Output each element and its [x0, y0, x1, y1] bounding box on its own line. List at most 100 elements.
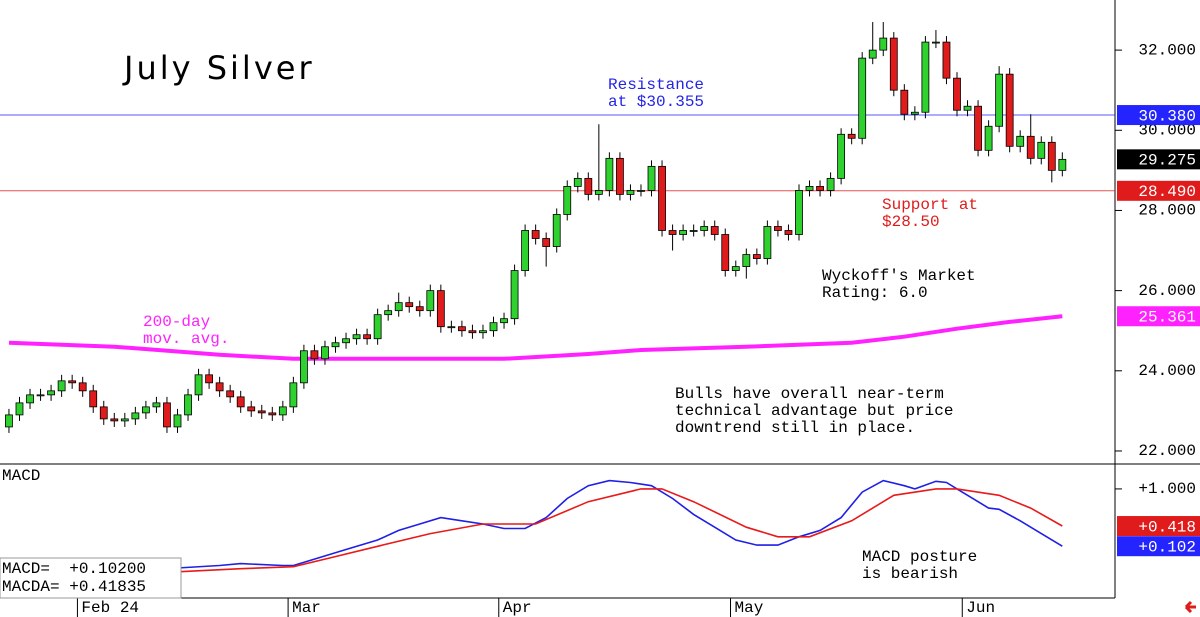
candle-body — [500, 318, 508, 324]
candle-body — [120, 418, 129, 422]
candle-body — [573, 177, 582, 187]
chart-title: July Silver — [122, 49, 315, 87]
candle-body — [805, 186, 814, 191]
candle-body — [426, 290, 435, 312]
value-marker-label: 28.490 — [1138, 183, 1196, 201]
candle-body — [816, 186, 824, 191]
candle-body — [942, 41, 951, 79]
macd-note: MACD posture — [862, 548, 977, 566]
readout: MACD= +0.10200 — [2, 560, 146, 578]
candle-body — [152, 402, 161, 408]
candle-body — [774, 226, 782, 231]
candle-body — [278, 406, 287, 416]
candle-body — [89, 390, 98, 408]
ma-note: mov. avg. — [143, 330, 229, 348]
candle-body — [963, 105, 972, 111]
value-marker — [1117, 149, 1200, 170]
value-marker-label: 25.361 — [1138, 308, 1196, 326]
candle-body — [5, 414, 13, 428]
candle-body — [184, 394, 192, 416]
candle-body — [1058, 158, 1067, 171]
x-tick-label: Mar — [292, 599, 321, 617]
candle-body — [700, 226, 709, 231]
candle-body — [352, 334, 361, 340]
x-tick-label: Jun — [966, 599, 995, 617]
macd-line — [177, 488, 1063, 573]
candle-body — [921, 41, 930, 113]
moving-average — [8, 314, 1063, 361]
candle-body — [995, 73, 1004, 127]
candle-body — [752, 254, 761, 259]
candle-body — [436, 290, 445, 328]
resistance-note: Resistance — [608, 76, 704, 94]
candle-body — [1037, 141, 1046, 159]
value-marker-label: 30.380 — [1138, 107, 1196, 125]
macd-line — [177, 479, 1063, 569]
x-tick-label: May — [735, 599, 764, 617]
rating-note: Wyckoff's Market — [822, 267, 976, 285]
value-marker — [1117, 180, 1200, 201]
candle-body — [289, 382, 298, 408]
candle-body — [953, 77, 961, 111]
y-tick-label: 26.000 — [1138, 282, 1196, 300]
candle-body — [784, 230, 793, 235]
candle-body — [131, 412, 140, 420]
candle-body — [658, 165, 666, 231]
candle-body — [384, 310, 393, 316]
candle-body — [415, 306, 424, 312]
candle-body — [205, 374, 213, 384]
plot-layer: 22.000 24.000 26.000 28.000 30.000 32.000 Feb … — [0, 22, 1200, 617]
candle-body — [858, 57, 867, 139]
candle-body — [489, 322, 498, 332]
candle-body — [984, 125, 993, 151]
comment: Bulls have overall near-term — [675, 385, 944, 403]
candle-body — [173, 414, 182, 428]
candle-body — [542, 238, 551, 247]
ma-note: 200-day — [143, 313, 211, 331]
candle-body — [626, 190, 635, 195]
candle-body — [226, 390, 235, 398]
scroll-arrow[interactable] — [1184, 600, 1196, 614]
candle-body — [1005, 73, 1014, 147]
support-note: Support at — [882, 196, 978, 214]
candle-body — [236, 396, 245, 408]
candle-body — [479, 330, 487, 334]
candle-body — [468, 330, 477, 334]
value-marker-label: +0.102 — [1138, 538, 1196, 556]
rating-note: Rating: 6.0 — [822, 284, 928, 302]
candle-body — [742, 254, 751, 267]
y-tick-label: 28.000 — [1138, 202, 1196, 220]
candle-body — [594, 190, 603, 195]
candle-body — [194, 374, 203, 396]
candle-body — [731, 266, 740, 271]
candle-body — [605, 157, 614, 191]
candle-body — [458, 326, 466, 332]
x-tick-label: Apr — [503, 599, 532, 617]
candle-body — [310, 350, 319, 360]
x-tick-label: Feb 24 — [81, 599, 139, 617]
candle-body — [57, 380, 66, 392]
readout: MACDA= +0.41835 — [2, 578, 146, 596]
candle-body — [679, 230, 688, 235]
candle-body — [141, 406, 150, 414]
candle-body — [552, 214, 561, 247]
candle-body — [563, 186, 572, 215]
y-tick-label: 30.000 — [1138, 121, 1196, 139]
value-marker — [1117, 516, 1200, 537]
value-marker-label: 29.275 — [1138, 152, 1196, 170]
candle-body — [1026, 135, 1035, 159]
candle-body — [763, 226, 772, 259]
candle-body — [363, 334, 372, 340]
candle-body — [521, 230, 530, 271]
y-tick-label: +1.000 — [1138, 480, 1196, 498]
value-marker-label: +0.418 — [1138, 518, 1196, 536]
candle-body — [78, 382, 87, 392]
y-tick-label: 32.000 — [1138, 41, 1196, 59]
candle-body — [531, 230, 540, 239]
candle-body — [99, 406, 108, 420]
value-marker — [1117, 306, 1200, 327]
comment: downtrend still in place. — [675, 419, 915, 437]
macd-note: is bearish — [862, 565, 958, 583]
candle-body — [163, 402, 171, 428]
